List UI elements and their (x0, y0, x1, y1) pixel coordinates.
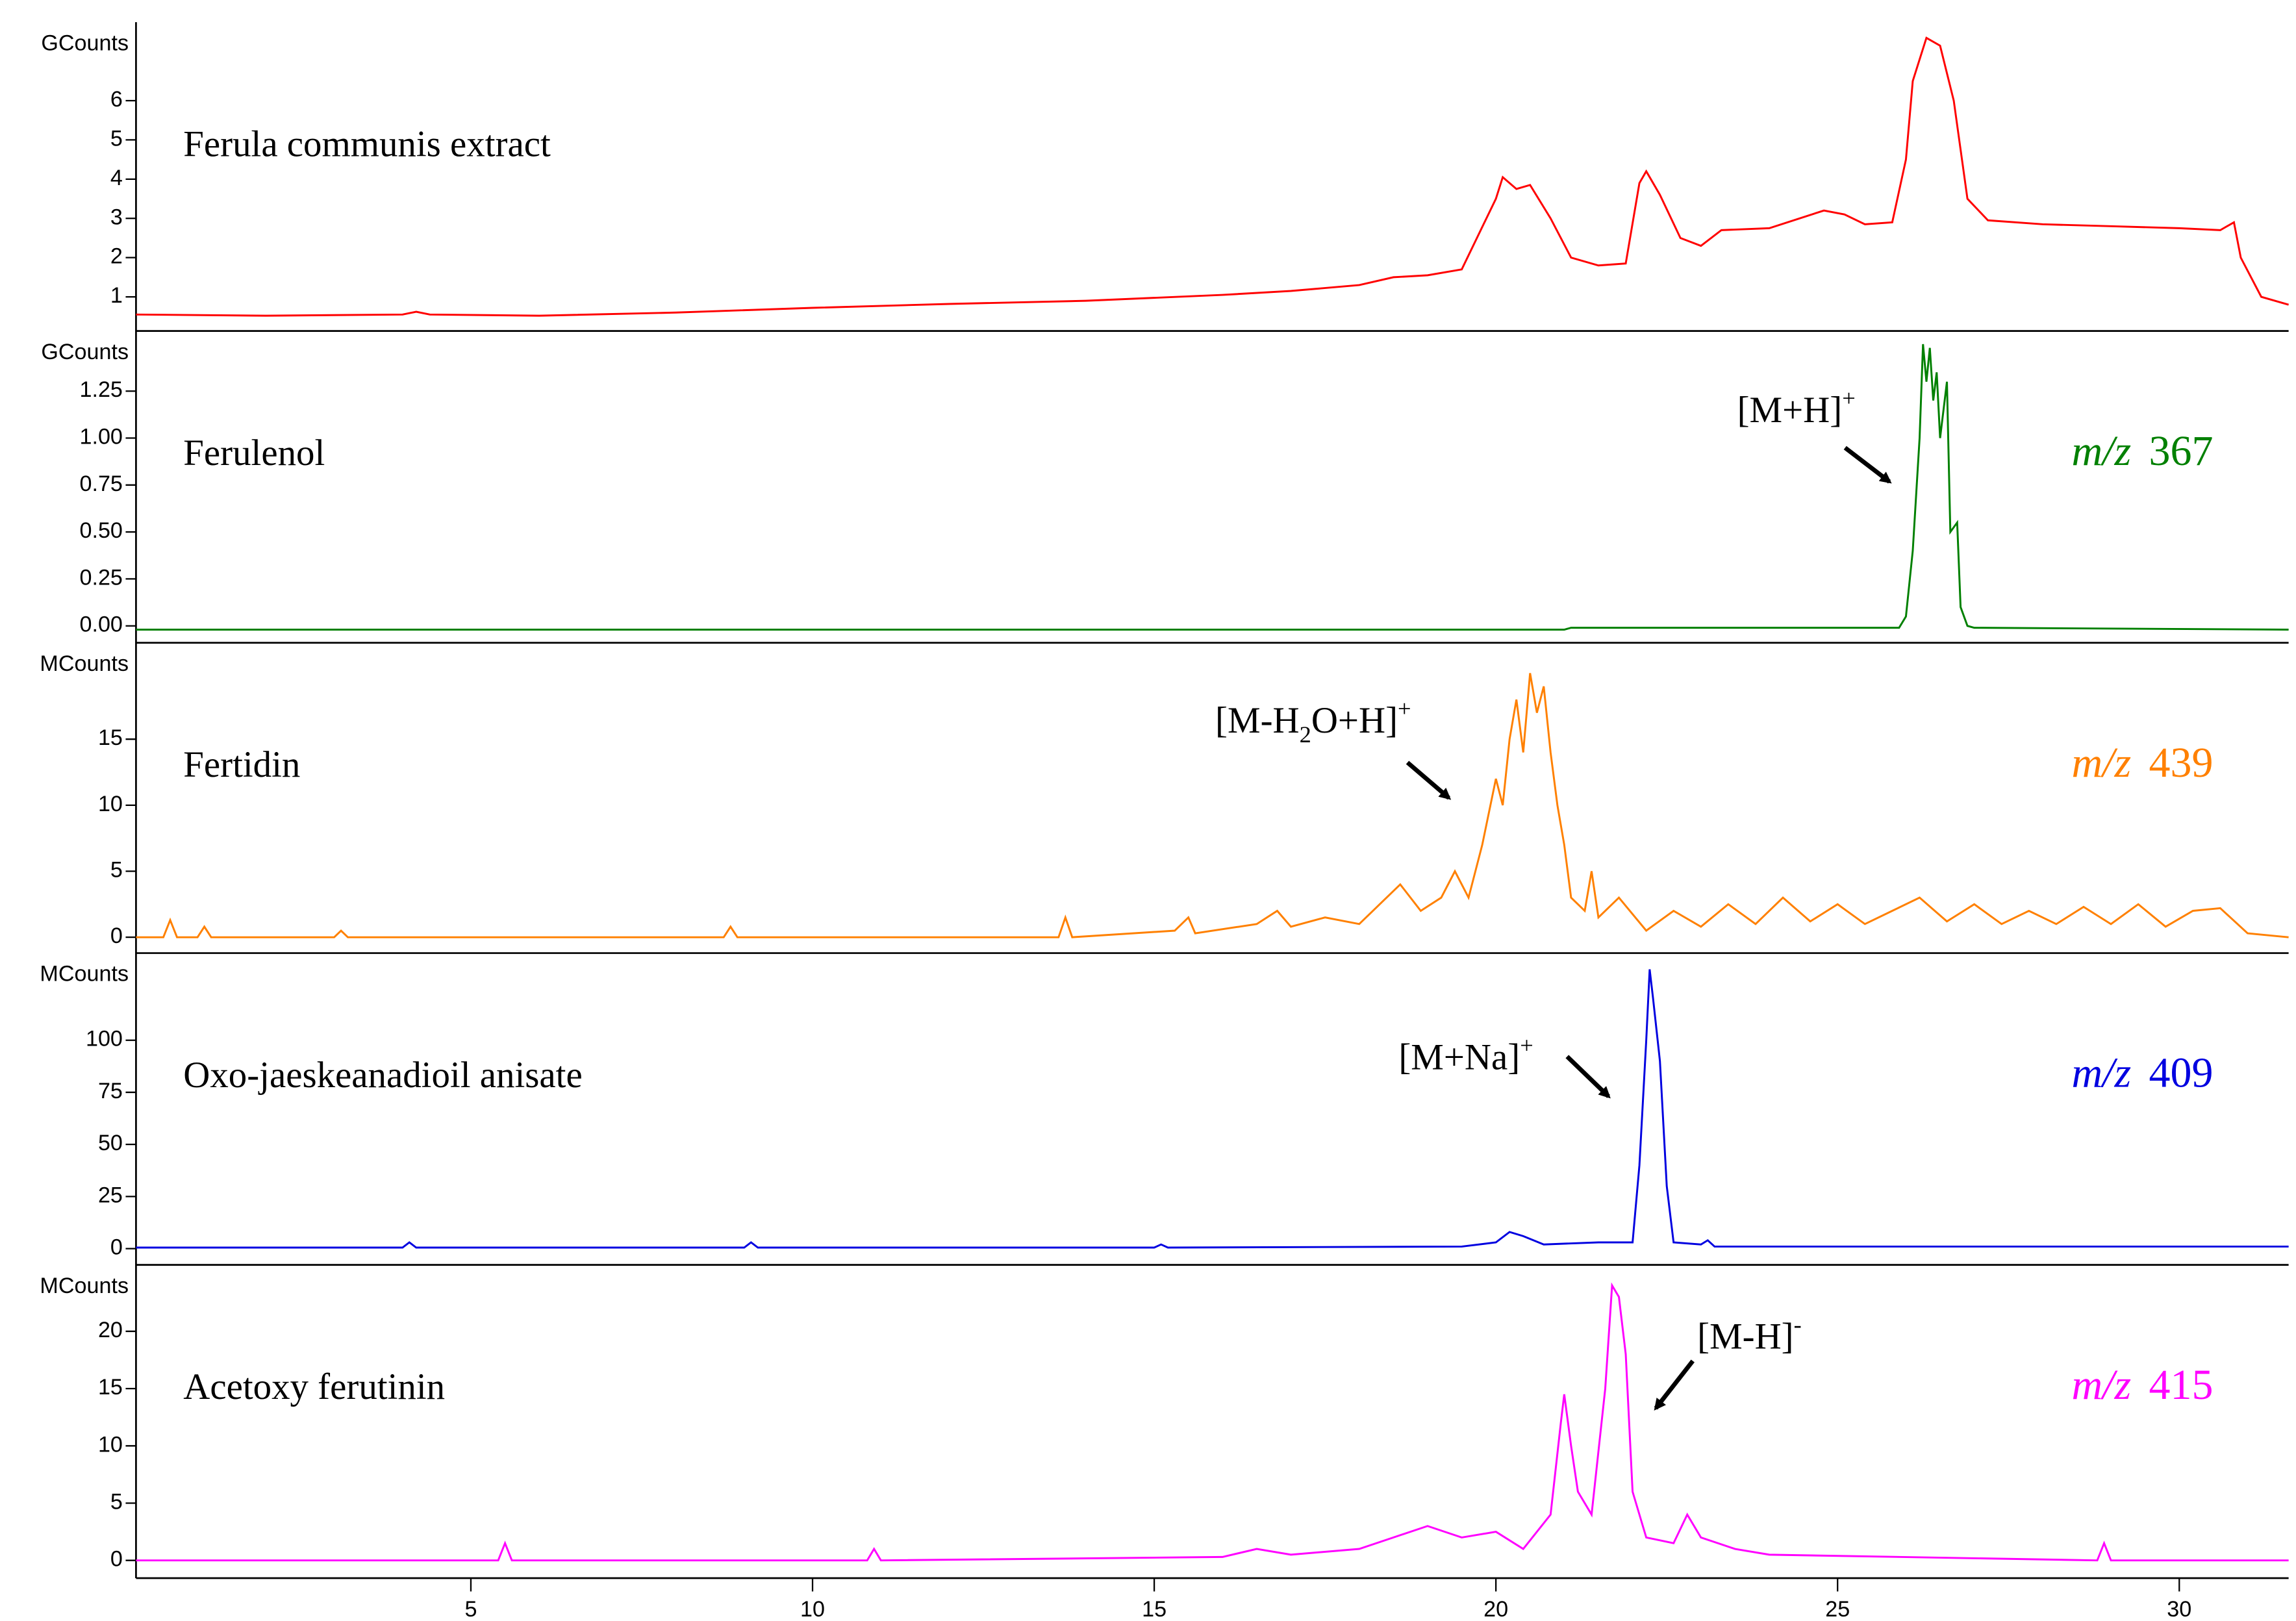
mz-prefix: m/z (2072, 1049, 2132, 1097)
mz-prefix: m/z (2072, 427, 2132, 475)
y-tick-label: 0 (110, 924, 123, 948)
y-unit-label: MCounts (40, 962, 129, 986)
y-tick-label: 1 (110, 283, 123, 308)
arrow (1654, 1359, 1695, 1411)
ion-part: [M-H (1215, 700, 1300, 741)
y-tick-label: 20 (98, 1318, 123, 1342)
y-tick-label: 5 (110, 126, 123, 151)
y-tick-label: 2 (110, 244, 123, 269)
trace (136, 36, 2290, 317)
y-tick-label: 3 (110, 205, 123, 229)
compound-name: Acetoxy ferutinin (183, 1366, 445, 1407)
mz-label: m/z 409 (2072, 1049, 2214, 1097)
y-tick-label: 75 (98, 1079, 123, 1103)
y-tick-label: 0.75 (79, 471, 122, 496)
compound-name: Oxo-jaeskeanadioil anisate (183, 1055, 582, 1096)
y-unit-label: MCounts (40, 1274, 129, 1298)
trace (136, 344, 2289, 631)
y-tick-label: 0.25 (79, 565, 122, 590)
ion-part: [M+Na] (1398, 1037, 1520, 1078)
y-tick-label: 4 (110, 166, 123, 190)
y-unit-label: GCounts (41, 340, 129, 364)
arrow (1406, 760, 1452, 800)
trace (136, 969, 2289, 1249)
y-tick-label: 100 (86, 1027, 123, 1051)
x-tick-label: 10 (800, 1597, 825, 1621)
x-tick-label: 15 (1142, 1597, 1167, 1621)
y-tick-label: 50 (98, 1131, 123, 1155)
compound-name: Fertidin (183, 744, 300, 785)
mz-prefix: m/z (2072, 1361, 2132, 1409)
ion-label: [M-H]- (1697, 1312, 1802, 1357)
y-unit-label: MCounts (40, 651, 129, 676)
mz-label: m/z 367 (2072, 427, 2214, 475)
mz-value: 415 (2149, 1361, 2214, 1409)
arrow (1843, 446, 1892, 484)
y-tick-label: 10 (98, 792, 123, 816)
compound-name: Ferula communis extract (183, 124, 551, 165)
ion-part: O+H] (1311, 700, 1398, 741)
y-tick-label: 0 (110, 1235, 123, 1260)
ion-part: + (1842, 385, 1856, 411)
y-tick-label: 0.50 (79, 518, 122, 543)
y-tick-label: 0 (110, 1547, 123, 1572)
ion-label: [M-H2O+H]+ (1215, 696, 1411, 748)
y-tick-label: 15 (98, 1375, 123, 1400)
mz-prefix: m/z (2072, 739, 2132, 786)
ion-part: + (1520, 1033, 1533, 1059)
ion-part: [M-H] (1697, 1316, 1793, 1357)
y-unit-label: GCounts (41, 31, 129, 55)
compound-name: Ferulenol (183, 433, 325, 473)
trace (136, 673, 2289, 938)
y-tick-label: 15 (98, 725, 123, 750)
mz-label: m/z 415 (2072, 1361, 2214, 1409)
y-tick-label: 25 (98, 1183, 123, 1207)
ion-part: [M+H] (1737, 390, 1843, 431)
ion-part: + (1398, 696, 1411, 722)
x-tick-label: 5 (464, 1597, 477, 1621)
y-tick-label: 1.25 (79, 377, 122, 402)
y-tick-label: 5 (110, 1490, 123, 1514)
ion-label: [M+H]+ (1737, 385, 1856, 431)
y-tick-label: 10 (98, 1432, 123, 1457)
mz-value: 409 (2149, 1049, 2214, 1097)
x-tick-label: 30 (2167, 1597, 2191, 1621)
trace (136, 1282, 2289, 1562)
mz-value: 439 (2149, 739, 2214, 786)
ion-part: 2 (1300, 722, 1311, 748)
y-tick-label: 6 (110, 87, 123, 112)
x-tick-label: 20 (1483, 1597, 1508, 1621)
y-tick-label: 0.00 (79, 612, 122, 637)
y-tick-label: 5 (110, 858, 123, 883)
mz-label: m/z 439 (2072, 739, 2214, 786)
mz-value: 367 (2149, 427, 2214, 475)
ion-part: - (1794, 1312, 1802, 1338)
ion-label: [M+Na]+ (1398, 1033, 1533, 1078)
x-tick-label: 25 (1825, 1597, 1850, 1621)
arrow (1565, 1055, 1611, 1099)
y-tick-label: 1.00 (79, 425, 122, 449)
